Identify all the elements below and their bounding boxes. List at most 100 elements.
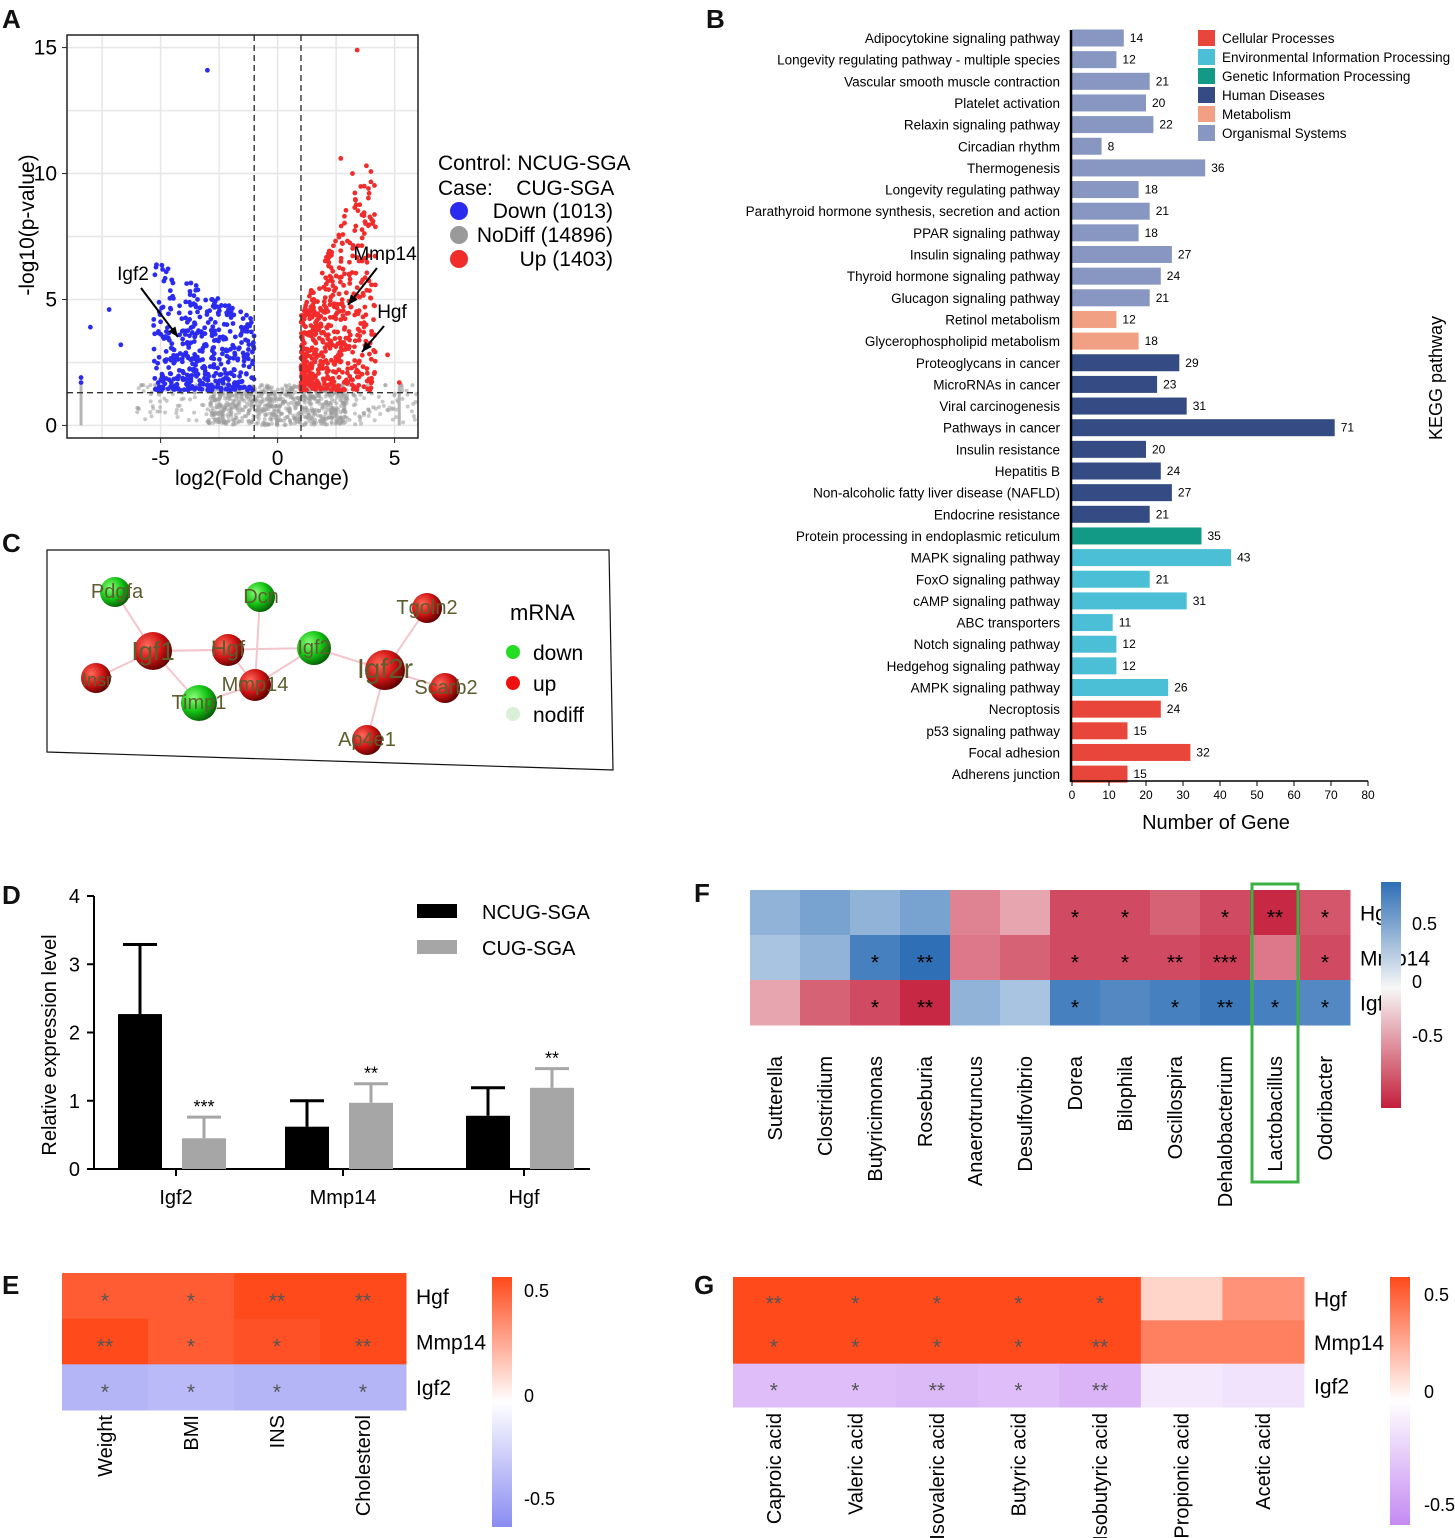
volcano-point-nodiff [227, 408, 232, 413]
volcano-point-outlier [88, 324, 93, 330]
volcano-point-down [232, 350, 238, 356]
volcano-ytick-label: 0 [45, 414, 57, 437]
volcano-point-up [371, 302, 377, 308]
volcano-point-nodiff [232, 422, 237, 427]
heatmap-star: * [1221, 907, 1229, 930]
volcano-point-down [163, 359, 168, 364]
volcano-point-up [355, 332, 360, 338]
kegg-bar [1072, 246, 1172, 263]
volcano-point-down [171, 386, 177, 392]
volcano-point-nodiff [340, 417, 345, 422]
volcano-point-down [241, 363, 247, 368]
volcano-point-up [323, 281, 329, 287]
volcano-point-up [311, 309, 316, 314]
kegg-category-label: Endocrine resistance [934, 507, 1060, 522]
volcano-point-up [304, 299, 310, 305]
volcano-point-nodiff [255, 420, 260, 425]
volcano-point-down [160, 384, 166, 390]
volcano-point-up [322, 359, 327, 364]
heatmap-cell [234, 1273, 321, 1320]
volcano-point-nodiff [337, 417, 342, 422]
volcano-point-nodiff [143, 417, 148, 422]
volcano-point-nodiff [232, 393, 237, 398]
volcano-point-up [324, 385, 330, 391]
volcano-point-up [361, 183, 367, 189]
volcano-legend-control: Control: NCUG-SGA [438, 152, 631, 175]
volcano-point-down [169, 341, 175, 347]
heatmap-f-colorbar-ticks: 0.5 0 -0.5 [1412, 914, 1443, 1046]
volcano-legend-entry: NoDiff (14896) [477, 224, 613, 247]
volcano-point-down [211, 356, 217, 362]
kegg-category-label: Circadian rhythm [958, 139, 1060, 154]
heatmap-star: * [1171, 997, 1179, 1020]
heatmap-cell [1100, 935, 1151, 981]
network-node-label: Insr [82, 670, 112, 690]
volcano-point-nodiff [235, 406, 240, 411]
volcano-point-down [180, 336, 186, 342]
volcano-point-nodiff [268, 400, 273, 405]
kegg-value-label: 24 [1167, 464, 1181, 478]
heatmap-col-label: Desulfovibrio [1015, 1056, 1037, 1172]
heatmap-cell [896, 1320, 979, 1365]
heatmap-cell [1000, 890, 1051, 936]
kegg-category-label: cAMP signaling pathway [913, 594, 1060, 609]
kegg-category-label: Thermogenesis [967, 161, 1060, 176]
kegg-bar [1072, 116, 1154, 134]
kegg-category-label: Retinol metabolism [945, 312, 1060, 327]
volcano-point-up [326, 254, 332, 260]
heatmap-cell [1000, 935, 1051, 981]
expression-bar [182, 1138, 226, 1169]
network-node-label: Igf2r [357, 653, 413, 684]
volcano-point-nodiff [179, 407, 184, 412]
volcano-point-nodiff [242, 398, 247, 403]
volcano-point-down [180, 375, 186, 381]
volcano-point-down [219, 346, 225, 352]
panel-label-g: G [694, 1270, 715, 1300]
volcano-point-nodiff [339, 404, 344, 409]
volcano-point-up [335, 329, 341, 335]
volcano-point-up [333, 358, 339, 364]
volcano-point-down [218, 387, 224, 393]
kegg-bar [1072, 159, 1206, 177]
volcano-point-up [331, 301, 337, 307]
heatmap-star: * [770, 1336, 778, 1359]
volcano-point-down [163, 334, 169, 339]
volcano-point-down [205, 320, 211, 325]
kegg-bar-chart: Adipocytokine signaling pathway 14 Longevi… [746, 29, 1450, 834]
kegg-category-label: Hedgehog signaling pathway [887, 659, 1061, 674]
heatmap-col-label: Acetic acid [1253, 1413, 1275, 1510]
volcano-point-nodiff [254, 408, 259, 413]
volcano-point-up [323, 286, 329, 292]
volcano-point-nodiff [177, 403, 182, 408]
volcano-point-down [216, 312, 221, 317]
volcano-point-nodiff [209, 394, 214, 399]
heatmap-cell [896, 1363, 979, 1408]
volcano-legend-swatch [450, 226, 468, 244]
heatmap-g: ** * * * ** * * * *** * ** * ** HgfMmp14Igf2Caproic … [733, 1277, 1455, 1538]
volcano-frame [66, 34, 419, 439]
kegg-category-label: Longevity regulating pathway - multiple … [777, 53, 1060, 68]
volcano-point-up [316, 327, 322, 333]
volcano-point-nodiff [342, 400, 347, 405]
volcano-point-down [192, 320, 197, 326]
heatmap-cell [977, 1277, 1060, 1321]
heatmap-col-label: INS [267, 1415, 289, 1448]
volcano-point-up [308, 304, 314, 310]
volcano-point-down [201, 364, 207, 369]
kegg-value-label: 27 [1178, 248, 1192, 262]
volcano-point-up [342, 220, 347, 226]
volcano-point-up [337, 335, 343, 341]
volcano-point-up [348, 304, 354, 310]
volcano-point-nodiff [223, 405, 228, 410]
volcano-point-nodiff [330, 397, 335, 402]
volcano-point-down [224, 387, 230, 392]
network-legend: down up nodiff [506, 642, 584, 727]
volcano-point-up [340, 232, 346, 237]
heatmap-e-cells: * * ** **** * * *** * * * [62, 1273, 407, 1411]
network-node-label: Timp1 [172, 692, 227, 714]
volcano-point-down [244, 312, 249, 318]
volcano-point-nodiff [361, 411, 366, 416]
network-node-label: Dcn [243, 586, 279, 608]
volcano-point-down [239, 340, 244, 345]
heatmap-star: * [1121, 907, 1129, 930]
